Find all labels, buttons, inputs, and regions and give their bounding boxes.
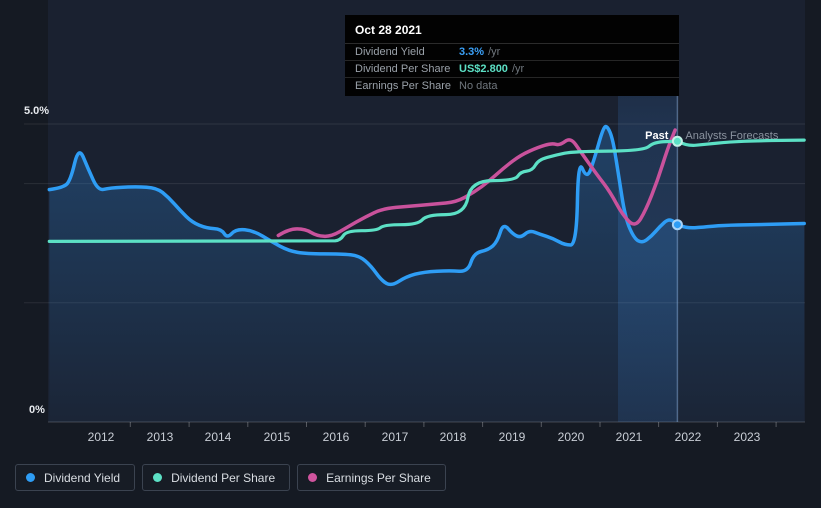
x-axis-label-2013: 2013: [146, 430, 174, 444]
x-axis-label-2014: 2014: [204, 430, 232, 444]
x-axis-label-2020: 2020: [557, 430, 585, 444]
dividend-yield-area-fill: [49, 126, 805, 422]
dividend-yield-dot-icon: [26, 473, 35, 482]
earnings-per-share-line[interactable]: [276, 128, 677, 239]
legend-label: Earnings Per Share: [326, 470, 431, 485]
x-axis-label-2023: 2023: [733, 430, 761, 444]
tooltip-value: 3.3%: [459, 46, 485, 58]
x-axis-label-2021: 2021: [615, 430, 643, 444]
chart-legend: Dividend Yield Dividend Per Share Earnin…: [15, 464, 446, 491]
tooltip-date: Oct 28 2021: [345, 21, 679, 44]
x-axis-label-2016: 2016: [322, 430, 350, 444]
dividend-yield-marker-dot[interactable]: [671, 219, 683, 231]
legend-item-earnings-per-share[interactable]: Earnings Per Share: [297, 464, 446, 491]
dividend-yield-line-past[interactable]: [47, 124, 680, 287]
legend-label: Dividend Yield: [44, 470, 121, 485]
x-axis-label-2012: 2012: [87, 430, 115, 444]
legend-item-dividend-per-share[interactable]: Dividend Per Share: [142, 464, 291, 491]
tooltip-label: Dividend Per Share: [355, 63, 451, 75]
x-axis-label-2017: 2017: [381, 430, 409, 444]
x-axis-label-2018: 2018: [439, 430, 467, 444]
past-label: Past: [645, 130, 669, 142]
x-axis-label-2019: 2019: [498, 430, 526, 444]
legend-item-dividend-yield[interactable]: Dividend Yield: [15, 464, 136, 491]
dividend-per-share-line-past[interactable]: [47, 139, 679, 243]
dividend-per-share-dot-icon: [153, 473, 163, 482]
chart-canvas[interactable]: [0, 0, 821, 455]
tooltip-row-dividend-per-share: Dividend Per Share US$2.800 /yr: [345, 61, 679, 78]
tooltip-value: US$2.800: [459, 63, 508, 75]
dividend-history-chart: 5.0% 0% Past Analysts Forecasts Oct 28 2…: [0, 0, 821, 455]
legend-label: Dividend Per Share: [171, 470, 276, 485]
dividend-per-share-line-forecast[interactable]: [675, 138, 806, 147]
tooltip-row-earnings-per-share: Earnings Per Share No data: [345, 78, 679, 94]
tooltip-row-dividend-yield: Dividend Yield 3.3% /yr: [345, 44, 679, 61]
x-axis-label-2015: 2015: [263, 430, 291, 444]
dividend-per-share-marker-dot[interactable]: [671, 135, 683, 147]
y-axis-label-top: 5.0%: [24, 105, 50, 117]
x-axis-label-2022: 2022: [674, 430, 702, 444]
tooltip-suffix: /yr: [488, 46, 501, 58]
tooltip-value: No data: [459, 80, 498, 92]
y-axis-label-bottom: 0%: [29, 404, 45, 416]
analysts-forecasts-label: Analysts Forecasts: [685, 130, 779, 142]
tooltip-label: Dividend Yield: [355, 46, 425, 58]
tooltip-suffix: /yr: [511, 63, 525, 75]
earnings-per-share-dot-icon: [308, 473, 318, 482]
dividend-yield-line-forecast[interactable]: [675, 221, 806, 230]
chart-tooltip: Oct 28 2021 Dividend Yield 3.3% /yr Divi…: [345, 15, 679, 96]
tooltip-label: Earnings Per Share: [355, 80, 451, 92]
